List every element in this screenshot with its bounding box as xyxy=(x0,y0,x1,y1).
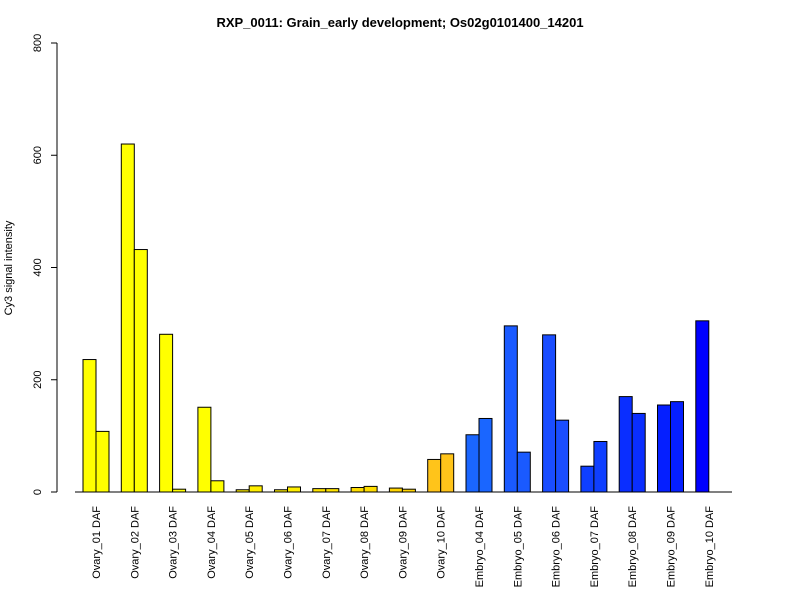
bar xyxy=(580,465,595,493)
bar xyxy=(197,406,212,493)
bar xyxy=(542,334,557,493)
x-tick-label: Ovary_07 DAF xyxy=(321,506,333,579)
bar xyxy=(172,488,187,493)
y-tick-label: 200 xyxy=(32,371,44,389)
x-tick-label: Ovary_08 DAF xyxy=(359,506,371,579)
bars xyxy=(82,143,710,493)
x-tick-label: Ovary_10 DAF xyxy=(436,506,448,579)
x-tick-label: Embryo_04 DAF xyxy=(474,506,486,588)
bar xyxy=(120,143,135,493)
y-tick-label: 400 xyxy=(32,258,44,276)
bar xyxy=(593,440,608,493)
bar xyxy=(618,396,633,493)
bar xyxy=(478,417,493,493)
x-tick-label: Embryo_05 DAF xyxy=(512,506,524,588)
bar xyxy=(657,404,671,493)
x-tick-label: Ovary_01 DAF xyxy=(91,506,103,579)
bar xyxy=(95,430,110,493)
bar xyxy=(248,485,263,493)
x-tick-label: Ovary_05 DAF xyxy=(244,506,256,579)
bar xyxy=(312,488,327,493)
bar xyxy=(325,488,340,493)
bar xyxy=(82,359,97,493)
bar xyxy=(465,434,480,493)
x-tick-label: Ovary_03 DAF xyxy=(168,506,180,579)
y-axis-label: Cy3 signal intensity xyxy=(3,220,15,315)
bar xyxy=(503,325,518,493)
bar xyxy=(631,412,646,493)
y-tick-label: 800 xyxy=(32,34,44,52)
bar xyxy=(350,487,365,493)
bar xyxy=(555,419,570,493)
bar xyxy=(133,249,148,493)
y-tick-label: 600 xyxy=(32,146,44,164)
x-axis-tick-labels: Ovary_01 DAF Ovary_02 DAF Ovary_03 DAF Ovar… xyxy=(91,506,716,588)
x-tick-label: Ovary_09 DAF xyxy=(397,506,409,579)
bar xyxy=(516,451,531,493)
bar xyxy=(695,320,710,493)
bar xyxy=(235,489,250,493)
bar xyxy=(401,488,416,493)
y-axis-ticks: 0 200 400 600 800 xyxy=(32,34,57,495)
x-tick-label: Embryo_10 DAF xyxy=(704,506,716,588)
x-tick-label: Embryo_08 DAF xyxy=(627,506,639,588)
chart-title: RXP_0011: Grain_early development; Os02g… xyxy=(216,15,583,30)
x-tick-label: Ovary_02 DAF xyxy=(129,506,141,579)
bar xyxy=(440,453,455,493)
x-tick-label: Embryo_06 DAF xyxy=(551,506,563,588)
y-tick-label: 0 xyxy=(32,489,44,495)
bar xyxy=(427,458,442,493)
bar xyxy=(287,486,301,493)
bar xyxy=(388,487,403,493)
bar xyxy=(159,333,174,493)
bar xyxy=(670,401,684,493)
x-tick-label: Ovary_04 DAF xyxy=(206,506,218,579)
x-tick-label: Embryo_09 DAF xyxy=(666,506,678,588)
x-tick-label: Ovary_06 DAF xyxy=(283,506,295,579)
x-tick-label: Embryo_07 DAF xyxy=(589,506,601,588)
bar xyxy=(274,489,288,493)
bar xyxy=(210,480,225,493)
bar xyxy=(363,485,378,493)
